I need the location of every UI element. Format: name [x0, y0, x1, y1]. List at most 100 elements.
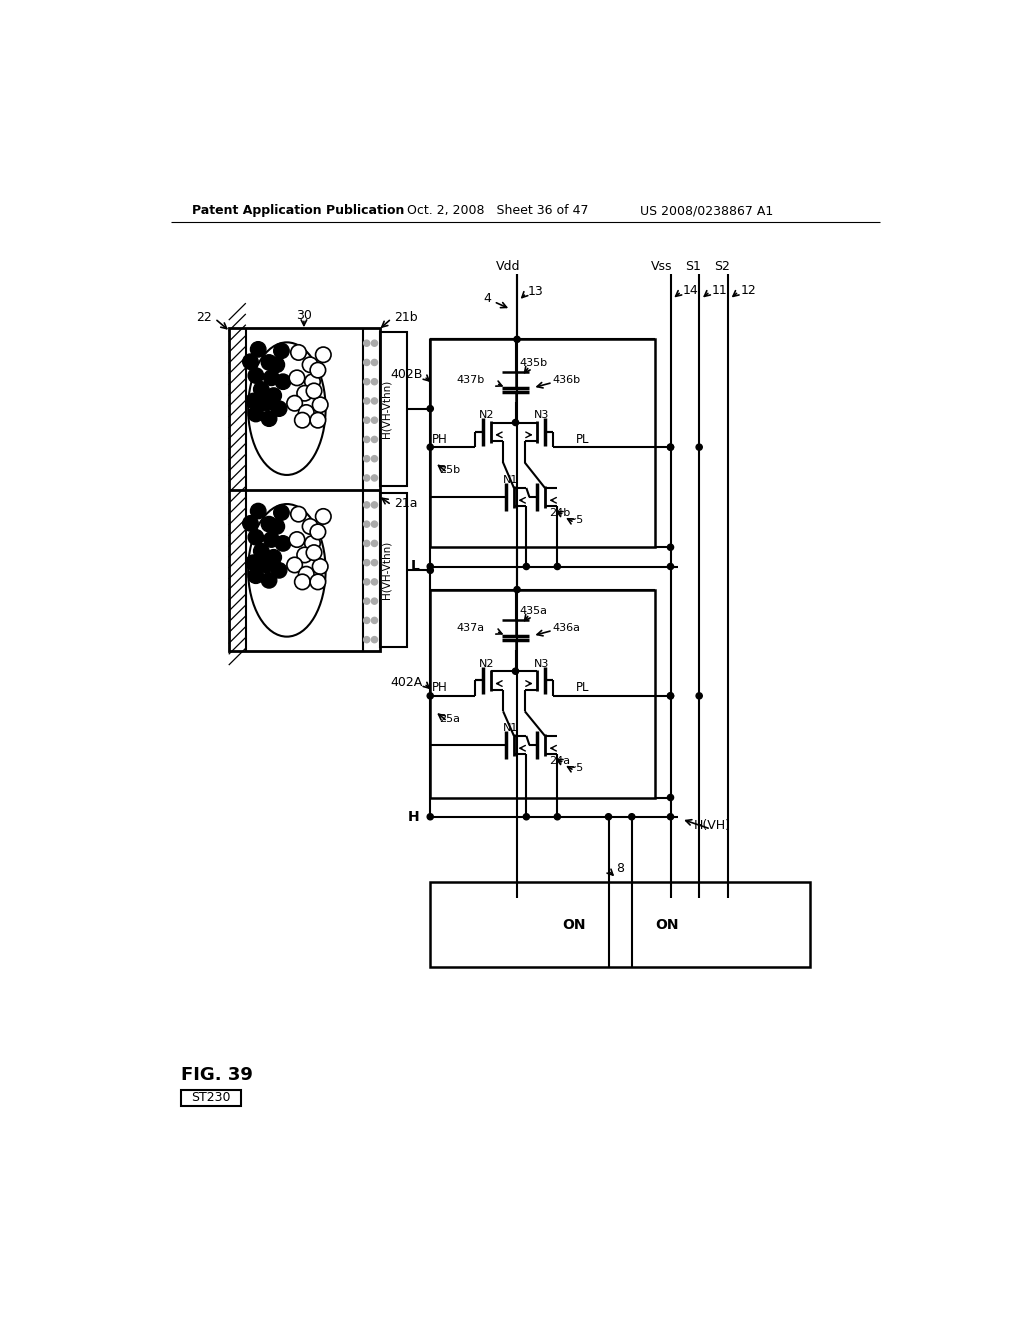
Text: 402B: 402B: [390, 367, 423, 380]
Circle shape: [287, 396, 302, 411]
Text: 11: 11: [712, 284, 727, 297]
Text: N1: N1: [503, 475, 518, 486]
Text: 435a: 435a: [519, 606, 548, 616]
Circle shape: [312, 558, 328, 574]
Circle shape: [289, 532, 305, 548]
Text: FIG. 39: FIG. 39: [180, 1065, 253, 1084]
Circle shape: [512, 420, 518, 425]
Circle shape: [668, 444, 674, 450]
Text: 14: 14: [683, 284, 698, 297]
Text: N1: N1: [503, 723, 518, 733]
Text: 22: 22: [196, 310, 212, 323]
Circle shape: [364, 475, 370, 480]
Circle shape: [299, 566, 314, 582]
Circle shape: [295, 574, 310, 590]
Circle shape: [310, 363, 326, 378]
Text: 8: 8: [616, 862, 624, 875]
Circle shape: [427, 444, 433, 450]
Circle shape: [514, 586, 520, 593]
Circle shape: [312, 397, 328, 413]
Bar: [430, 590, 655, 797]
Circle shape: [668, 795, 674, 800]
Circle shape: [523, 564, 529, 570]
Circle shape: [364, 578, 370, 585]
Circle shape: [302, 358, 317, 372]
Text: ON: ON: [562, 917, 586, 932]
Circle shape: [372, 475, 378, 480]
Text: 437b: 437b: [457, 375, 484, 385]
Circle shape: [306, 383, 322, 399]
Circle shape: [254, 381, 269, 397]
Circle shape: [364, 502, 370, 508]
Circle shape: [291, 345, 306, 360]
Bar: [430, 339, 655, 548]
Circle shape: [364, 455, 370, 462]
Circle shape: [266, 549, 282, 565]
Circle shape: [263, 532, 280, 548]
Circle shape: [668, 444, 674, 450]
Circle shape: [372, 502, 378, 508]
Circle shape: [372, 618, 378, 623]
Text: L: L: [411, 560, 420, 573]
Text: 25b: 25b: [439, 465, 461, 475]
Circle shape: [261, 573, 276, 589]
Circle shape: [291, 507, 306, 521]
Circle shape: [273, 506, 289, 520]
Circle shape: [427, 568, 433, 573]
Text: Vss: Vss: [650, 260, 672, 273]
Circle shape: [372, 359, 378, 366]
Text: 21a: 21a: [394, 496, 418, 510]
Circle shape: [372, 417, 378, 424]
Circle shape: [372, 578, 378, 585]
Text: ST230: ST230: [191, 1092, 230, 1105]
Circle shape: [269, 358, 285, 372]
Text: H(VH-Vthn): H(VH-Vthn): [381, 541, 391, 599]
Circle shape: [554, 564, 560, 570]
Text: US 2008/0238867 A1: US 2008/0238867 A1: [640, 205, 773, 218]
Circle shape: [254, 544, 269, 558]
Circle shape: [364, 540, 370, 546]
Text: 437a: 437a: [457, 623, 484, 634]
Circle shape: [246, 554, 261, 570]
Text: 4: 4: [483, 292, 492, 305]
Circle shape: [372, 521, 378, 527]
Circle shape: [372, 397, 378, 404]
Circle shape: [310, 574, 326, 590]
Text: Vdd: Vdd: [496, 260, 520, 273]
Circle shape: [372, 455, 378, 462]
Circle shape: [668, 813, 674, 820]
Circle shape: [427, 693, 433, 700]
Text: Patent Application Publication: Patent Application Publication: [191, 205, 403, 218]
Circle shape: [302, 519, 317, 535]
Circle shape: [364, 341, 370, 346]
Circle shape: [271, 562, 287, 578]
Circle shape: [310, 412, 326, 428]
Circle shape: [261, 355, 276, 370]
Text: PL: PL: [575, 681, 590, 694]
Circle shape: [315, 347, 331, 363]
Circle shape: [243, 516, 258, 531]
Circle shape: [696, 693, 702, 700]
Text: H(VH): H(VH): [693, 820, 731, 833]
Circle shape: [364, 636, 370, 643]
Text: PH: PH: [432, 433, 447, 446]
Text: N2: N2: [479, 409, 495, 420]
Text: N2: N2: [479, 659, 495, 668]
Text: ON: ON: [655, 917, 678, 932]
Circle shape: [305, 536, 321, 552]
Circle shape: [243, 354, 258, 370]
Circle shape: [523, 813, 529, 820]
Circle shape: [261, 411, 276, 426]
Circle shape: [605, 813, 611, 820]
Circle shape: [299, 405, 314, 420]
Circle shape: [273, 343, 289, 359]
Circle shape: [248, 368, 263, 383]
Circle shape: [269, 519, 285, 535]
Circle shape: [248, 529, 263, 545]
Bar: [380, 331, 407, 486]
Circle shape: [364, 521, 370, 527]
Text: 21b: 21b: [394, 310, 418, 323]
Circle shape: [271, 401, 287, 416]
Circle shape: [372, 341, 378, 346]
Circle shape: [364, 560, 370, 566]
